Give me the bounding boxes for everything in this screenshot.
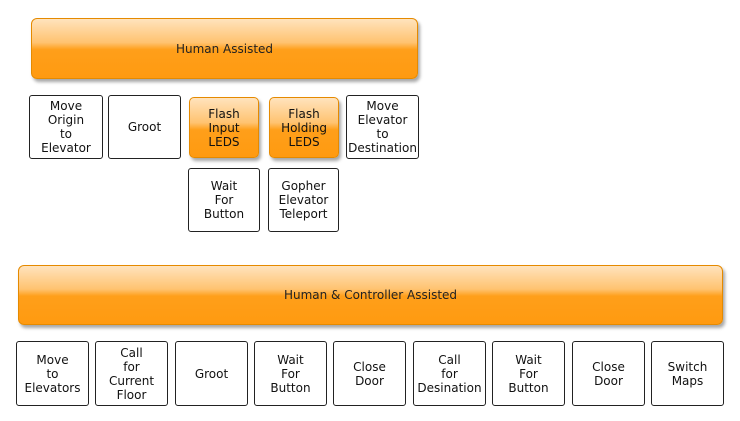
node-groot: Groot [175,341,248,406]
node-wait-for-button: Wait For Button [254,341,327,406]
node-wait-for-button: Wait For Button [492,341,565,406]
node-close-door: Close Door [572,341,645,406]
node-wait-for-button: Wait For Button [188,168,260,232]
node-move-origin-to-elevator: Move Origin to Elevator [29,95,103,159]
node-move-to-elevators: Move to Elevators [16,341,89,406]
node-switch-maps: Switch Maps [651,341,724,406]
node-flash-holding-leds: Flash Holding LEDS [269,97,339,158]
node-gopher-elevator-teleport: Gopher Elevator Teleport [268,168,339,232]
node-call-for-current-floor: Call for Current Floor [95,341,168,406]
human-assisted-banner: Human Assisted [31,18,418,79]
node-flash-input-leds: Flash Input LEDS [189,97,259,158]
node-move-elevator-to-destination: Move Elevator to Destination [346,95,419,159]
node-groot: Groot [108,95,181,159]
node-close-door: Close Door [333,341,406,406]
node-call-for-destination: Call for Desination [413,341,486,406]
human-controller-assisted-banner: Human & Controller Assisted [18,265,723,325]
